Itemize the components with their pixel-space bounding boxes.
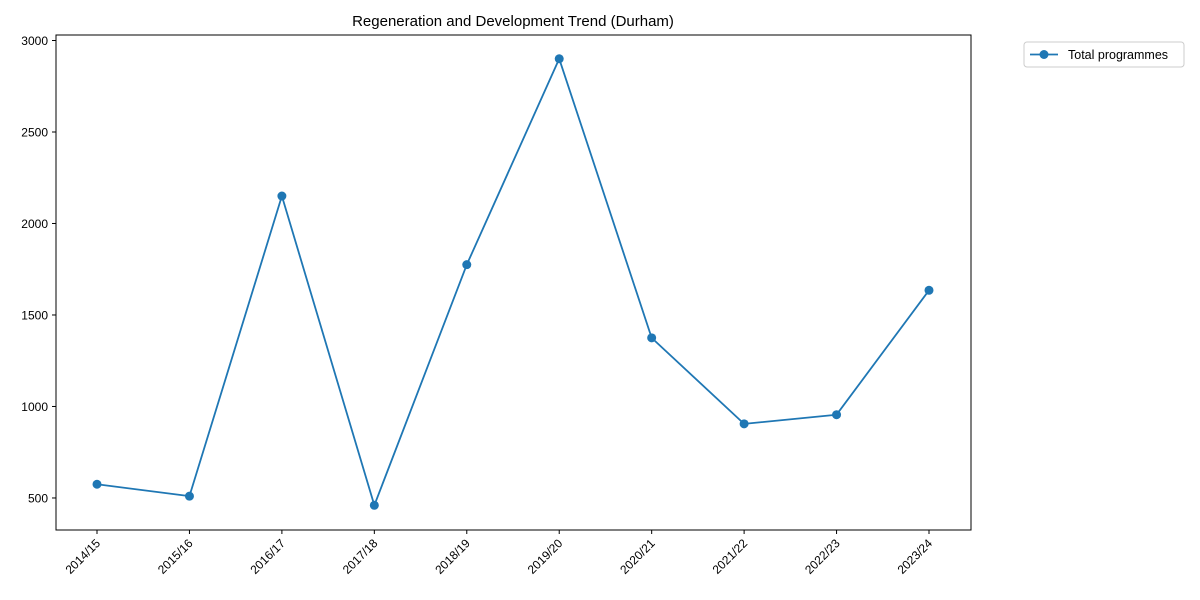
x-tick-label: 2021/22 — [710, 536, 751, 577]
y-tick-label: 2000 — [21, 217, 48, 231]
chart-title: Regeneration and Development Trend (Durh… — [352, 13, 674, 30]
legend: Total programmes — [1023, 41, 1185, 68]
x-tick-label: 2018/19 — [432, 536, 473, 577]
data-point-marker — [832, 410, 842, 420]
axes-frame — [55, 34, 972, 531]
data-point-marker — [554, 54, 564, 64]
x-tick-label: 2014/15 — [63, 536, 104, 577]
series-line — [96, 57, 930, 507]
y-tick-label: 2500 — [21, 125, 48, 139]
x-tick-label: 2016/17 — [247, 536, 288, 577]
data-point-marker — [924, 285, 934, 295]
plot-area: 500 1000 1500 2000 2500 3000 2014/15 2015/16 201… — [21, 34, 972, 577]
y-tick-label: 1000 — [21, 400, 48, 414]
legend-label: Total programmes — [1068, 48, 1168, 62]
data-point-marker — [277, 191, 287, 201]
x-tick-label: 2017/18 — [340, 536, 381, 577]
y-tick-label: 3000 — [21, 34, 48, 48]
data-point-marker — [739, 419, 749, 429]
x-tick-label: 2023/24 — [895, 536, 936, 577]
x-tick-label: 2022/23 — [802, 536, 843, 577]
legend-frame — [1023, 41, 1185, 68]
data-point-marker — [647, 333, 657, 343]
x-tick-label: 2015/16 — [155, 536, 196, 577]
x-tick-label: 2019/20 — [525, 536, 566, 577]
data-point-marker — [462, 260, 472, 270]
data-point-marker — [184, 491, 194, 501]
data-point-marker — [92, 479, 102, 489]
y-tick-label: 1500 — [21, 308, 48, 322]
legend-marker-swatch — [1039, 50, 1049, 59]
data-point-marker — [369, 500, 379, 510]
x-tick-label: 2020/21 — [617, 536, 658, 577]
y-tick-label: 500 — [28, 491, 48, 505]
